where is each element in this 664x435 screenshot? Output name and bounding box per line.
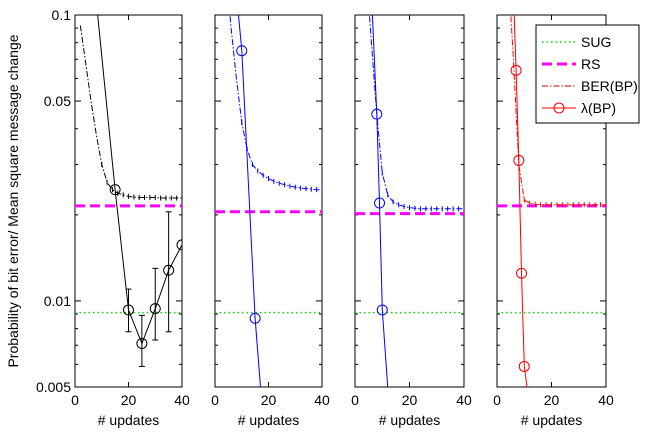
x-tick-label: 20	[121, 392, 137, 408]
x-tick-label: 0	[493, 392, 501, 408]
y-tick-label: 0.01	[44, 293, 71, 309]
ber-line	[368, 15, 464, 210]
plot-area	[497, 15, 606, 387]
lambda-marker	[510, 64, 522, 76]
legend-label: λ(BP)	[581, 100, 616, 116]
legend-label: RS	[581, 56, 600, 72]
x-tick-label: 0	[211, 392, 219, 408]
x-axis-label: # updates	[379, 412, 441, 428]
panel-1: 0.005 0.01 0.05 0.1 0 20 40 # updates	[36, 7, 190, 428]
x-tick-label: 40	[456, 392, 472, 408]
lambda-marker	[149, 303, 161, 315]
legend-marker	[553, 102, 565, 114]
axes-frame	[214, 14, 323, 388]
lambda-marker	[136, 337, 148, 349]
lambda-marker	[236, 45, 248, 57]
lambda-marker	[376, 304, 388, 316]
legend-label: BER(BP)	[581, 78, 638, 94]
plot-area	[75, 15, 182, 367]
x-axis-label: # updates	[238, 412, 300, 428]
x-tick-label: 20	[402, 392, 418, 408]
legend-box	[535, 24, 640, 124]
x-axis-label: # updates	[98, 412, 160, 428]
lambda-marker	[518, 360, 530, 372]
ber-line	[79, 25, 182, 199]
legend: SUG RS BER(BP) λ(BP)	[535, 24, 640, 124]
panel-4: 0 20 40 # updates	[493, 14, 614, 428]
x-tick-label: 0	[71, 392, 79, 408]
x-tick-label: 40	[174, 392, 190, 408]
y-axis-label: Probability of bit error/ Mean square me…	[5, 34, 21, 367]
lambda-marker	[516, 267, 528, 279]
lambda-marker	[176, 239, 182, 251]
x-tick-label: 0	[351, 392, 359, 408]
lambda-line	[513, 15, 528, 387]
lambda-line	[97, 15, 182, 345]
plot-area	[355, 15, 464, 387]
lambda-marker	[123, 304, 134, 316]
plot-area	[215, 15, 322, 387]
lambda-marker	[249, 312, 261, 324]
x-tick-label: 40	[598, 392, 614, 408]
x-tick-label: 20	[261, 392, 277, 408]
x-axis-label: # updates	[521, 412, 583, 428]
lambda-line	[371, 15, 389, 387]
y-tick-label: 0.1	[52, 7, 72, 23]
lambda-marker	[374, 197, 386, 209]
lambda-marker	[163, 264, 175, 276]
lambda-marker	[109, 184, 121, 196]
legend-label: SUG	[581, 34, 611, 50]
panel-3: 0 20 40 # updates	[351, 14, 472, 428]
axes-frame	[354, 14, 465, 388]
ber-line	[510, 15, 606, 206]
lambda-marker	[371, 108, 383, 120]
lambda-line	[237, 15, 261, 387]
x-tick-label: 40	[314, 392, 330, 408]
x-tick-label: 20	[544, 392, 560, 408]
ber-line	[229, 15, 322, 191]
panel-2: 0 20 40 # updates	[211, 14, 330, 428]
y-tick-label: 0.005	[36, 379, 71, 395]
y-tick-label: 0.05	[44, 93, 71, 109]
lambda-marker	[513, 154, 525, 166]
